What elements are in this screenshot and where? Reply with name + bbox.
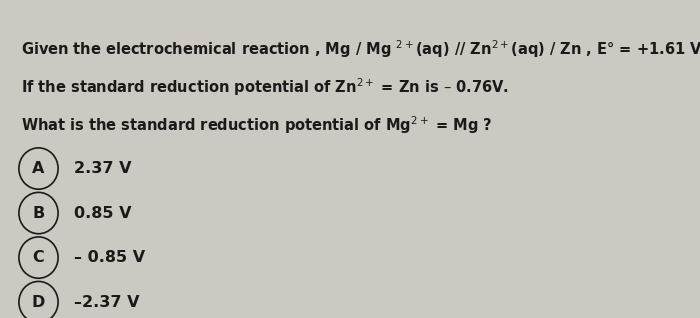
Text: A: A bbox=[32, 161, 45, 176]
Text: D: D bbox=[32, 294, 46, 310]
Text: – 0.85 V: – 0.85 V bbox=[74, 250, 145, 265]
Text: If the standard reduction potential of Zn$^{2+}$ = Zn is – 0.76V.: If the standard reduction potential of Z… bbox=[21, 76, 509, 98]
Text: 0.85 V: 0.85 V bbox=[74, 205, 131, 221]
Text: 2.37 V: 2.37 V bbox=[74, 161, 131, 176]
Text: What is the standard reduction potential of Mg$^{2+}$ = Mg ?: What is the standard reduction potential… bbox=[21, 114, 492, 136]
Text: –2.37 V: –2.37 V bbox=[74, 294, 139, 310]
Text: B: B bbox=[32, 205, 45, 221]
Text: Given the electrochemical reaction , Mg / Mg $^{2+}$(aq) // Zn$^{2+}$(aq) / Zn ,: Given the electrochemical reaction , Mg … bbox=[21, 38, 700, 60]
Text: C: C bbox=[33, 250, 44, 265]
